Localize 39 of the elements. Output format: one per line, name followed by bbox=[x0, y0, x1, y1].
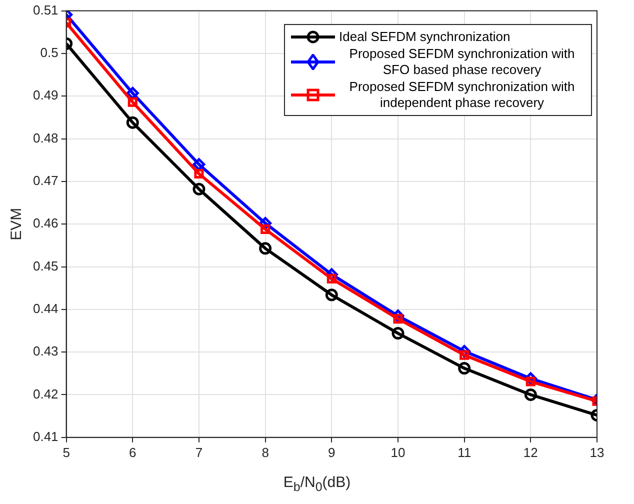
x-tick-label: 9 bbox=[328, 444, 336, 460]
y-tick-label: 0.44 bbox=[32, 301, 58, 316]
x-tick-label: 10 bbox=[390, 444, 406, 460]
y-tick-label: 0.47 bbox=[32, 173, 58, 188]
point bbox=[194, 168, 204, 179]
point bbox=[126, 116, 139, 129]
y-axis-title: EVM bbox=[8, 208, 26, 240]
x-tick-label: 12 bbox=[523, 444, 538, 460]
x-axis-title: E$_{b}$/N$_{0}$(dB) bbox=[282, 474, 352, 494]
point bbox=[325, 288, 338, 302]
legend-label: Proposed SEFDM synchronization with independent phase recovery bbox=[348, 79, 576, 111]
x-tick-label: 6 bbox=[129, 444, 136, 460]
point bbox=[259, 242, 272, 255]
point bbox=[460, 350, 470, 360]
x-tick-label: 7 bbox=[195, 444, 203, 460]
x-tick-label: 13 bbox=[590, 444, 604, 460]
point bbox=[526, 376, 536, 386]
y-tick-label: 0.49 bbox=[32, 88, 58, 103]
point bbox=[260, 224, 270, 234]
y-tick-label: 0.48 bbox=[32, 130, 58, 146]
y-tick-label: 0.45 bbox=[32, 258, 58, 274]
y-tick-label: 0.51 bbox=[32, 2, 58, 18]
y-tick-label: 0.5 bbox=[40, 45, 58, 60]
point bbox=[458, 362, 471, 375]
point bbox=[524, 388, 537, 401]
x-tick-label: 11 bbox=[458, 444, 472, 460]
point bbox=[392, 327, 404, 340]
point bbox=[128, 97, 138, 107]
y-tick-label: 0.46 bbox=[32, 216, 58, 231]
y-tick-label: 0.41 bbox=[32, 428, 58, 444]
x-tick-label: 8 bbox=[262, 444, 269, 460]
legend-label: Proposed SEFDM synchronization with SFO based phase recovery bbox=[348, 46, 576, 78]
x-tick-label: 5 bbox=[62, 444, 70, 460]
point bbox=[192, 182, 206, 196]
point bbox=[393, 314, 403, 324]
legend-label: Ideal SEFDM synchronization bbox=[339, 29, 510, 45]
point bbox=[126, 86, 139, 100]
y-tick-label: 0.42 bbox=[32, 386, 58, 402]
y-tick-label: 0.43 bbox=[32, 344, 58, 359]
